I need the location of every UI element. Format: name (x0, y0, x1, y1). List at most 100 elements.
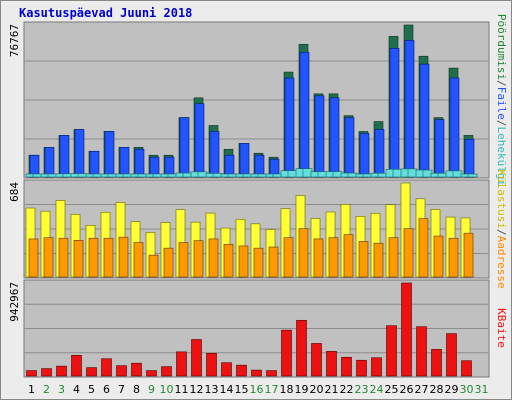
bar-sites-day-10 (163, 247, 174, 278)
bar-kbytes-day-16 (251, 369, 262, 377)
day-label-21: 21 (325, 383, 339, 396)
bar-files-day-2 (44, 146, 55, 178)
bar-files-day-25 (389, 47, 400, 178)
day-label-1: 1 (28, 383, 35, 396)
bar-files-day-12 (194, 103, 205, 178)
bar-sites-day-27 (418, 218, 429, 278)
day-label-20: 20 (310, 383, 324, 396)
day-label-31: 31 (475, 383, 489, 396)
bar-files-day-15 (239, 143, 250, 178)
bar-kbytes-day-8 (131, 362, 142, 377)
legend-top-part-3: / (496, 120, 509, 127)
bar-sites-day-30 (463, 232, 474, 278)
bar-sites-day-6 (103, 237, 114, 278)
bar-files-day-4 (74, 129, 85, 178)
bar-kbytes-day-28 (431, 349, 442, 377)
day-label-15: 15 (235, 383, 249, 396)
bar-kbytes-day-23 (356, 359, 367, 377)
bar-pages2-day-10 (167, 173, 178, 178)
legend-top-part-2: Faile (496, 87, 509, 120)
bar-pages2-day-13 (212, 173, 223, 178)
day-label-10: 10 (160, 383, 174, 396)
bar-pages2-day-29 (452, 170, 463, 178)
bar-sites-day-4 (73, 240, 84, 278)
bar-sites-day-28 (433, 235, 444, 278)
bar-kbytes-day-2 (41, 368, 52, 377)
bar-sites-day-14 (223, 243, 234, 278)
bar-pages2-day-18 (287, 170, 298, 178)
bar-pages2-day-3 (62, 173, 73, 178)
bar-sites-day-13 (208, 238, 219, 278)
day-label-19: 19 (295, 383, 309, 396)
bar-kbytes-day-19 (296, 319, 307, 377)
bar-pages2-day-1 (32, 173, 43, 178)
day-label-5: 5 (88, 383, 95, 396)
bar-pages2-day-23 (362, 173, 373, 178)
bar-files-day-26 (404, 40, 415, 178)
bar-sites-day-24 (373, 242, 384, 278)
bar-pages2-day-6 (107, 173, 118, 178)
day-label-9: 9 (148, 383, 155, 396)
day-label-13: 13 (205, 383, 219, 396)
day-label-24: 24 (370, 383, 384, 396)
day-label-2: 2 (43, 383, 50, 396)
day-label-27: 27 (415, 383, 429, 396)
bar-sites-day-9 (148, 254, 159, 278)
bar-kbytes-day-24 (371, 357, 382, 377)
bar-sites-day-7 (118, 236, 129, 278)
bar-sites-day-11 (178, 242, 189, 278)
bar-pages2-day-16 (257, 173, 268, 178)
bar-kbytes-day-9 (146, 370, 157, 377)
y-max-label-top: 76767 (8, 24, 21, 57)
bar-files-day-18 (284, 77, 295, 178)
bar-files-day-5 (89, 150, 100, 178)
bar-files-day-11 (179, 117, 190, 178)
bar-kbytes-day-11 (176, 351, 187, 377)
bar-sites-day-26 (403, 228, 414, 278)
bar-pages2-day-21 (332, 171, 343, 178)
legend-middle-part-2: Aadresse (496, 236, 509, 289)
bar-kbytes-day-29 (446, 333, 457, 377)
bar-sites-day-18 (283, 237, 294, 278)
bar-pages2-day-27 (422, 169, 433, 178)
bar-kbytes-day-4 (71, 354, 82, 377)
bar-pages2-day-22 (347, 172, 358, 178)
day-label-4: 4 (73, 383, 80, 396)
bar-files-day-28 (434, 119, 445, 178)
bar-kbytes-day-26 (401, 282, 412, 377)
bar-pages2-day-30 (467, 173, 478, 178)
bar-kbytes-day-25 (386, 325, 397, 377)
bar-kbytes-day-21 (326, 351, 337, 377)
bar-kbytes-day-30 (461, 360, 472, 377)
bar-kbytes-day-27 (416, 326, 427, 377)
bar-files-day-20 (314, 95, 325, 178)
legend-bottom: KBaite (496, 308, 509, 348)
bar-files-day-21 (329, 97, 340, 178)
bar-sites-day-23 (358, 241, 369, 278)
bar-pages2-day-12 (197, 171, 208, 178)
bar-pages2-day-17 (272, 173, 283, 178)
day-label-3: 3 (58, 383, 65, 396)
bar-pages2-day-7 (122, 173, 133, 178)
legend-top-part-1: / (496, 80, 509, 87)
bar-files-day-8 (134, 148, 145, 178)
bar-kbytes-day-17 (266, 370, 277, 377)
bar-files-day-24 (374, 129, 385, 178)
bar-sites-day-25 (388, 237, 399, 278)
day-label-17: 17 (265, 383, 279, 396)
legend-top-part-4: Lehekülgi (496, 127, 509, 187)
day-label-6: 6 (103, 383, 110, 396)
bar-files-day-19 (299, 51, 310, 178)
bar-pages2-day-14 (227, 173, 238, 178)
bar-sites-day-29 (448, 237, 459, 278)
day-label-12: 12 (190, 383, 204, 396)
y-max-label-middle: 684 (8, 182, 21, 202)
bar-sites-day-3 (58, 237, 69, 278)
bar-pages2-day-8 (137, 173, 148, 178)
legend-top: Pöördumisi/Faile/Lehekülgi (496, 14, 509, 186)
bar-kbytes-day-15 (236, 364, 247, 377)
bar-files-day-27 (419, 63, 430, 178)
day-label-28: 28 (430, 383, 444, 396)
